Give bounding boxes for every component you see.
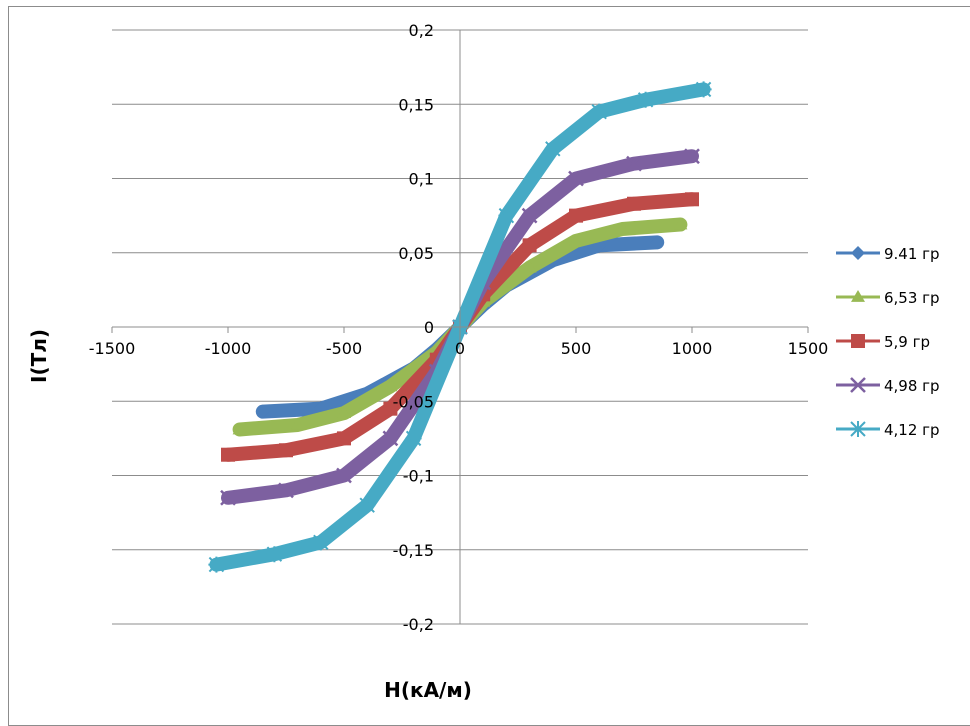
legend-item: 9.41 гр	[836, 245, 940, 263]
x-tick-label: 1000	[672, 339, 713, 358]
legend: 9.41 гр 6,53 гр 5,9 гр 4,98 гр 4,12 гр	[836, 245, 940, 439]
y-tick-label: -0,2	[403, 615, 434, 634]
data-point	[383, 379, 398, 392]
data-point	[569, 208, 583, 223]
data-point	[208, 556, 225, 573]
x-tick-label: -1000	[205, 339, 252, 358]
legend-item: 6,53 гр	[836, 289, 940, 307]
data-point	[684, 148, 700, 165]
data-point	[544, 140, 561, 157]
data-point	[312, 534, 329, 551]
legend-item: 4,98 гр	[836, 377, 940, 395]
data-point	[220, 489, 236, 506]
axes	[111, 30, 809, 624]
y-tick-label: 0,1	[409, 170, 434, 189]
data-point	[279, 443, 293, 458]
legend-marker	[850, 377, 866, 393]
legend-marker	[851, 246, 865, 260]
legend-marker	[851, 334, 865, 348]
data-point	[359, 497, 376, 514]
x-tick-label: 1500	[788, 339, 829, 358]
data-point	[569, 233, 583, 246]
x-axis-title: H(кА/м)	[384, 678, 472, 702]
hysteresis-chart: -1500 -1000 -500 0 500 1000 1500 -0,2 -0,15 -0,1 -…	[27, 21, 940, 702]
data-point	[221, 447, 235, 462]
data-point	[695, 81, 712, 98]
x-tick-label: 0	[455, 339, 465, 358]
legend-marker	[851, 290, 865, 302]
data-point	[232, 422, 247, 435]
y-tick-label: -0,1	[403, 467, 434, 486]
data-point	[255, 404, 270, 419]
legend-label: 5,9 гр	[884, 333, 930, 351]
data-point	[278, 482, 294, 499]
data-point	[382, 430, 399, 447]
legend-item: 5,9 гр	[836, 333, 930, 351]
y-axis-title: I(Тл)	[27, 329, 51, 383]
legend-label: 4,98 гр	[884, 377, 940, 395]
y-tick-label: -0,05	[393, 392, 434, 411]
data-point	[627, 196, 641, 211]
data-point	[337, 406, 351, 419]
legend-label: 9.41 гр	[884, 245, 940, 263]
x-tick-label: 500	[561, 339, 592, 358]
y-tick-label: 0,2	[409, 21, 434, 40]
data-point	[383, 401, 398, 416]
legend-item: 4,12 гр	[836, 421, 940, 439]
data-point	[266, 546, 283, 563]
legend-label: 4,12 гр	[884, 421, 940, 439]
data-point	[626, 155, 642, 172]
data-point	[290, 418, 305, 430]
x-tick-label: -500	[326, 339, 362, 358]
legend-label: 6,53 гр	[884, 289, 940, 307]
data-point	[336, 467, 352, 484]
y-tick-label: -0,15	[393, 541, 434, 560]
y-tick-label: 0,15	[398, 95, 434, 114]
data-point	[337, 431, 351, 446]
data-point	[568, 170, 584, 187]
data-point	[650, 235, 665, 250]
data-point	[673, 217, 688, 230]
tick-labels: -1500 -1000 -500 0 500 1000 1500 -0,2 -0,15 -0,1 -…	[89, 21, 829, 634]
data-point	[591, 103, 608, 120]
y-tick-label: 0,05	[398, 244, 434, 263]
data-point	[405, 430, 422, 447]
data-point	[498, 207, 515, 224]
y-tick-label: 0	[424, 318, 434, 337]
data-point	[685, 192, 699, 207]
legend-marker	[850, 421, 866, 437]
data-point	[522, 238, 537, 253]
x-tick-label: -1500	[89, 339, 136, 358]
data-point	[522, 260, 537, 273]
data-point	[637, 91, 654, 108]
data-point	[521, 207, 538, 224]
data-point	[615, 221, 630, 234]
